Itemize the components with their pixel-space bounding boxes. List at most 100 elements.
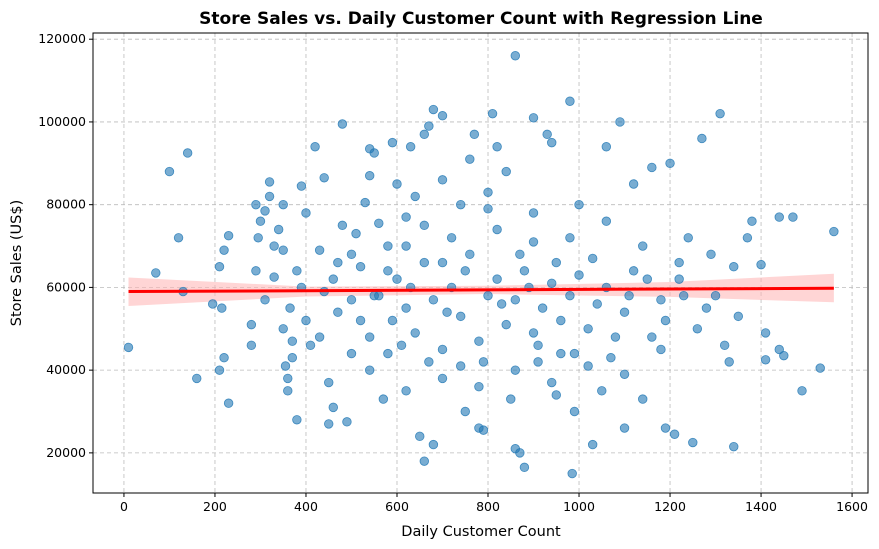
data-point bbox=[328, 274, 338, 284]
data-point bbox=[642, 274, 652, 284]
data-point bbox=[192, 373, 202, 384]
data-point bbox=[788, 212, 798, 222]
data-point bbox=[533, 340, 543, 351]
data-point bbox=[446, 233, 457, 243]
data-point bbox=[547, 377, 557, 388]
data-point bbox=[273, 224, 284, 235]
data-point bbox=[292, 266, 302, 276]
data-point bbox=[246, 340, 257, 351]
data-point bbox=[678, 290, 689, 301]
data-point bbox=[383, 241, 393, 251]
data-point bbox=[428, 439, 439, 450]
data-point bbox=[565, 233, 575, 243]
data-point bbox=[364, 171, 375, 181]
x-ticks: 0 200 400 600 800 1000 1200 1400 1600 bbox=[120, 493, 868, 514]
data-point bbox=[164, 166, 175, 177]
data-point bbox=[419, 220, 429, 231]
data-point bbox=[346, 348, 357, 359]
data-point bbox=[610, 332, 621, 342]
data-point bbox=[437, 373, 448, 384]
data-point bbox=[647, 332, 657, 342]
data-point bbox=[442, 307, 452, 317]
data-point bbox=[519, 462, 530, 473]
data-point bbox=[492, 142, 502, 152]
data-point bbox=[314, 245, 325, 255]
data-point bbox=[401, 386, 411, 396]
y-tick-label: 20000 bbox=[46, 445, 86, 460]
data-point bbox=[355, 315, 366, 326]
data-point bbox=[656, 295, 666, 305]
data-point bbox=[574, 270, 584, 280]
data-point bbox=[223, 398, 234, 408]
data-point bbox=[283, 386, 293, 396]
data-point bbox=[729, 441, 739, 452]
data-point bbox=[437, 111, 448, 121]
data-point bbox=[428, 295, 439, 305]
data-point bbox=[456, 311, 466, 322]
data-point bbox=[456, 361, 466, 371]
data-point bbox=[747, 216, 757, 226]
data-point bbox=[437, 257, 448, 268]
data-point bbox=[410, 328, 420, 338]
data-point bbox=[214, 262, 225, 272]
data-point bbox=[665, 158, 675, 169]
data-point bbox=[829, 226, 839, 237]
data-point bbox=[383, 266, 393, 276]
data-point bbox=[551, 257, 561, 268]
data-point bbox=[369, 290, 379, 301]
data-point bbox=[419, 257, 429, 268]
data-point bbox=[151, 268, 161, 278]
data-point bbox=[465, 154, 475, 164]
data-point bbox=[515, 249, 525, 260]
data-point bbox=[437, 175, 448, 185]
data-point bbox=[592, 299, 602, 309]
data-point bbox=[364, 365, 375, 375]
data-point bbox=[719, 340, 730, 351]
data-point bbox=[401, 241, 411, 251]
data-point bbox=[601, 216, 612, 226]
data-point bbox=[624, 290, 634, 301]
data-point bbox=[328, 402, 338, 413]
data-point bbox=[565, 96, 575, 106]
data-point bbox=[474, 336, 484, 346]
data-point bbox=[387, 137, 398, 148]
x-tick-label: 200 bbox=[203, 499, 227, 514]
data-point bbox=[492, 274, 502, 284]
data-points bbox=[123, 51, 839, 479]
data-point bbox=[506, 394, 516, 404]
data-point bbox=[346, 295, 357, 305]
data-point bbox=[428, 104, 439, 115]
data-point bbox=[292, 415, 302, 425]
data-point bbox=[601, 142, 612, 152]
data-point bbox=[660, 315, 671, 326]
data-point bbox=[815, 363, 825, 373]
data-point bbox=[364, 332, 375, 342]
data-point bbox=[483, 290, 493, 301]
data-point bbox=[724, 357, 734, 367]
data-point bbox=[628, 179, 639, 189]
data-point bbox=[710, 290, 721, 301]
x-tick-label: 1200 bbox=[654, 499, 686, 514]
data-point bbox=[217, 303, 227, 313]
data-point bbox=[797, 386, 807, 396]
data-point bbox=[688, 437, 698, 448]
data-point bbox=[606, 353, 616, 363]
x-tick-label: 1600 bbox=[836, 499, 868, 514]
data-point bbox=[346, 249, 357, 260]
data-point bbox=[496, 299, 507, 309]
chart-title: Store Sales vs. Daily Customer Count wit… bbox=[199, 9, 763, 29]
data-point bbox=[583, 324, 593, 334]
data-point bbox=[337, 119, 348, 129]
data-point bbox=[278, 245, 288, 255]
data-point bbox=[419, 129, 429, 140]
data-point bbox=[660, 423, 671, 433]
data-point bbox=[264, 177, 275, 187]
data-point bbox=[542, 129, 552, 140]
data-point bbox=[392, 179, 402, 189]
data-point bbox=[537, 303, 548, 313]
data-point bbox=[278, 199, 288, 210]
data-point bbox=[556, 348, 566, 359]
data-point bbox=[567, 468, 577, 479]
data-point bbox=[674, 257, 684, 268]
